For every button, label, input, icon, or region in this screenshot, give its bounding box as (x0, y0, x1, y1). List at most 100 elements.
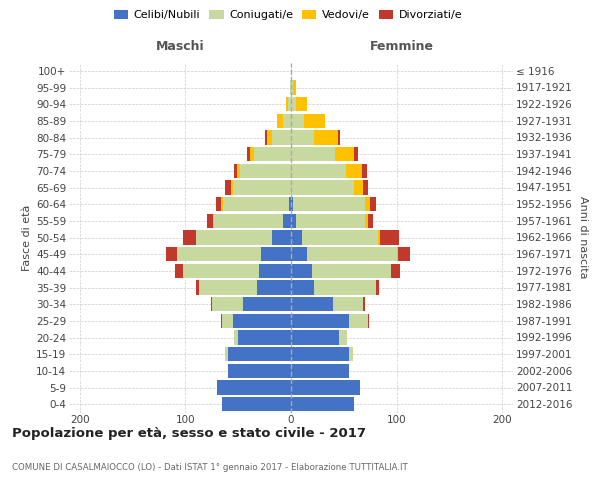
Bar (398, 247, 410, 261)
Bar (380, 230, 399, 244)
Bar (233, 180, 291, 194)
Bar (291, 314, 349, 328)
Bar (196, 230, 272, 244)
Bar (291, 114, 304, 128)
Bar (291, 97, 296, 112)
Bar (293, 80, 296, 94)
Bar (214, 214, 283, 228)
Bar (250, 147, 254, 161)
Bar (291, 230, 302, 244)
Y-axis label: Anni di nascita: Anni di nascita (578, 196, 588, 278)
Bar (183, 230, 196, 244)
Bar (291, 264, 312, 278)
Bar (338, 330, 347, 344)
Bar (365, 197, 370, 211)
Bar (277, 114, 283, 128)
Bar (265, 130, 266, 144)
Bar (363, 297, 365, 311)
Bar (355, 180, 363, 194)
Bar (289, 197, 291, 211)
Bar (333, 297, 363, 311)
Bar (272, 230, 291, 244)
Bar (234, 164, 237, 178)
Bar (221, 314, 222, 328)
Bar (365, 214, 368, 228)
Bar (290, 80, 291, 94)
Bar (291, 280, 314, 294)
Bar (363, 180, 368, 194)
Bar (291, 197, 293, 211)
Bar (217, 380, 291, 394)
Bar (196, 280, 199, 294)
Text: Femmine: Femmine (370, 40, 434, 52)
Bar (221, 197, 223, 211)
Bar (254, 147, 291, 161)
Bar (238, 330, 291, 344)
Bar (291, 330, 338, 344)
Bar (391, 264, 400, 278)
Bar (296, 97, 307, 112)
Text: COMUNE DI CASALMAIOCCO (LO) - Dati ISTAT 1° gennaio 2017 - Elaborazione TUTTITAL: COMUNE DI CASALMAIOCCO (LO) - Dati ISTAT… (12, 462, 408, 471)
Bar (177, 247, 262, 261)
Text: Popolazione per età, sesso e stato civile - 2017: Popolazione per età, sesso e stato civil… (12, 428, 366, 440)
Bar (259, 264, 291, 278)
Bar (283, 214, 291, 228)
Bar (368, 214, 373, 228)
Bar (291, 397, 355, 411)
Bar (208, 214, 213, 228)
Bar (335, 147, 355, 161)
Bar (222, 314, 233, 328)
Bar (266, 130, 272, 144)
Bar (244, 297, 291, 311)
Text: Maschi: Maschi (155, 40, 205, 52)
Bar (227, 347, 291, 361)
Bar (227, 364, 291, 378)
Bar (231, 180, 233, 194)
Bar (370, 197, 376, 211)
Bar (293, 197, 365, 211)
Bar (226, 180, 231, 194)
Bar (223, 197, 289, 211)
Bar (211, 297, 212, 311)
Y-axis label: Fasce di età: Fasce di età (22, 204, 32, 270)
Bar (362, 164, 367, 178)
Bar (216, 197, 221, 211)
Bar (312, 264, 391, 278)
Bar (234, 330, 238, 344)
Bar (237, 164, 240, 178)
Bar (314, 130, 338, 144)
Bar (283, 114, 291, 128)
Bar (296, 214, 365, 228)
Bar (175, 264, 183, 278)
Bar (338, 130, 340, 144)
Bar (291, 364, 349, 378)
Bar (291, 347, 349, 361)
Bar (291, 297, 333, 311)
Bar (291, 80, 293, 94)
Legend: Celibi/Nubili, Coniugati/e, Vedovi/e, Divorziati/e: Celibi/Nubili, Coniugati/e, Vedovi/e, Di… (109, 6, 467, 25)
Bar (291, 214, 296, 228)
Bar (307, 247, 397, 261)
Bar (262, 247, 291, 261)
Bar (355, 147, 358, 161)
Bar (222, 397, 291, 411)
Bar (302, 230, 377, 244)
Bar (291, 180, 355, 194)
Bar (349, 314, 368, 328)
Bar (257, 280, 291, 294)
Bar (346, 164, 362, 178)
Bar (240, 164, 291, 178)
Bar (291, 380, 360, 394)
Bar (349, 347, 353, 361)
Bar (183, 264, 259, 278)
Bar (291, 164, 346, 178)
Bar (199, 280, 257, 294)
Bar (291, 130, 314, 144)
Bar (377, 230, 380, 244)
Bar (288, 97, 291, 112)
Bar (291, 147, 335, 161)
Bar (286, 97, 288, 112)
Bar (212, 297, 244, 311)
Bar (368, 314, 369, 328)
Bar (304, 114, 325, 128)
